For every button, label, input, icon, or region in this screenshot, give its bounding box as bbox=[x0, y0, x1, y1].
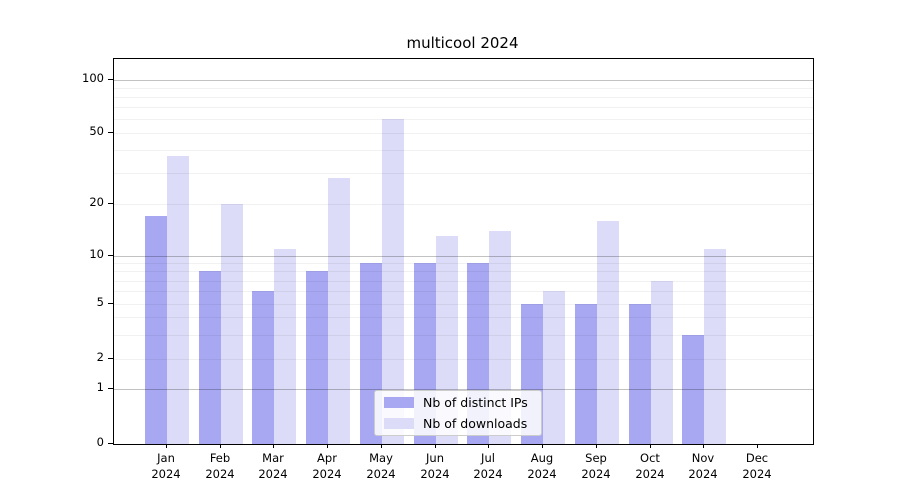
y-tick-label-10: 10 bbox=[89, 247, 104, 261]
y-tick-label-2: 2 bbox=[96, 350, 104, 364]
bar-downloads-feb bbox=[220, 204, 243, 444]
gridline-90 bbox=[114, 88, 813, 89]
x-tick-label-oct: Oct 2024 bbox=[635, 451, 665, 482]
y-tick-mark-1 bbox=[108, 388, 113, 389]
y-tick-label-50: 50 bbox=[89, 124, 104, 138]
bar-distinct-ips-oct bbox=[628, 304, 651, 444]
bar-downloads-apr bbox=[328, 177, 351, 444]
bar-downloads-nov bbox=[704, 248, 727, 444]
x-tick-label-may: May 2024 bbox=[366, 451, 396, 482]
gridline-30 bbox=[114, 173, 813, 174]
gridline-40 bbox=[114, 150, 813, 151]
plot-area: Nb of distinct IPs Nb of downloads bbox=[113, 58, 814, 445]
x-tick-label-jun: Jun 2024 bbox=[420, 451, 450, 482]
gridline-80 bbox=[114, 97, 813, 98]
x-tick-label-apr: Apr 2024 bbox=[312, 451, 342, 482]
x-tick-mark-nov bbox=[703, 444, 704, 448]
y-tick-mark-100 bbox=[108, 79, 113, 80]
x-tick-mark-dec bbox=[757, 444, 758, 448]
x-tick-label-nov: Nov 2024 bbox=[688, 451, 718, 482]
x-tick-mark-sep bbox=[596, 444, 597, 448]
bar-distinct-ips-feb bbox=[198, 271, 221, 444]
x-tick-mark-jul bbox=[488, 444, 489, 448]
bar-distinct-ips-apr bbox=[306, 271, 329, 444]
gridline-20 bbox=[114, 204, 813, 205]
gridline-60 bbox=[114, 119, 813, 120]
bar-downloads-oct bbox=[650, 280, 673, 444]
x-tick-mark-may bbox=[381, 444, 382, 448]
x-tick-mark-oct bbox=[650, 444, 651, 448]
bar-downloads-may bbox=[381, 119, 404, 444]
x-tick-mark-jan bbox=[166, 444, 167, 448]
bar-distinct-ips-sep bbox=[574, 304, 597, 444]
legend-item-distinct-ips: Nb of distinct IPs bbox=[375, 395, 541, 410]
y-tick-mark-0 bbox=[108, 443, 113, 444]
x-tick-label-jul: Jul 2024 bbox=[473, 451, 503, 482]
gridline-100 bbox=[114, 80, 813, 81]
legend-swatch-distinct-ips bbox=[384, 397, 414, 408]
y-tick-label-20: 20 bbox=[89, 195, 104, 209]
legend-label-downloads: Nb of downloads bbox=[423, 416, 528, 431]
legend-label-distinct-ips: Nb of distinct IPs bbox=[423, 395, 528, 410]
y-tick-label-0: 0 bbox=[96, 435, 104, 449]
x-tick-label-dec: Dec 2024 bbox=[742, 451, 772, 482]
legend-item-downloads: Nb of downloads bbox=[375, 416, 541, 431]
x-tick-mark-aug bbox=[542, 444, 543, 448]
chart-title: multicool 2024 bbox=[406, 34, 519, 52]
bar-downloads-sep bbox=[596, 220, 619, 444]
x-tick-mark-apr bbox=[327, 444, 328, 448]
y-tick-mark-50 bbox=[108, 132, 113, 133]
x-tick-label-feb: Feb 2024 bbox=[205, 451, 235, 482]
x-tick-label-jan: Jan 2024 bbox=[151, 451, 181, 482]
y-tick-label-5: 5 bbox=[96, 295, 104, 309]
x-tick-mark-feb bbox=[220, 444, 221, 448]
x-tick-mark-jun bbox=[435, 444, 436, 448]
x-tick-label-mar: Mar 2024 bbox=[258, 451, 288, 482]
y-tick-mark-20 bbox=[108, 203, 113, 204]
x-tick-mark-mar bbox=[273, 444, 274, 448]
gridline-50 bbox=[114, 133, 813, 134]
y-tick-mark-2 bbox=[108, 358, 113, 359]
bar-downloads-aug bbox=[543, 291, 566, 444]
y-tick-label-1: 1 bbox=[96, 380, 104, 394]
y-tick-mark-5 bbox=[108, 303, 113, 304]
gridline-70 bbox=[114, 107, 813, 108]
y-tick-label-100: 100 bbox=[82, 71, 104, 85]
x-tick-label-sep: Sep 2024 bbox=[581, 451, 611, 482]
y-tick-mark-10 bbox=[108, 255, 113, 256]
bar-distinct-ips-jan bbox=[145, 216, 167, 444]
bar-distinct-ips-nov bbox=[682, 334, 705, 444]
bar-downloads-mar bbox=[274, 248, 297, 444]
bar-distinct-ips-mar bbox=[252, 291, 275, 444]
legend: Nb of distinct IPs Nb of downloads bbox=[374, 390, 542, 436]
bar-downloads-jan bbox=[167, 156, 189, 444]
x-tick-label-aug: Aug 2024 bbox=[527, 451, 557, 482]
legend-swatch-downloads bbox=[384, 418, 414, 429]
